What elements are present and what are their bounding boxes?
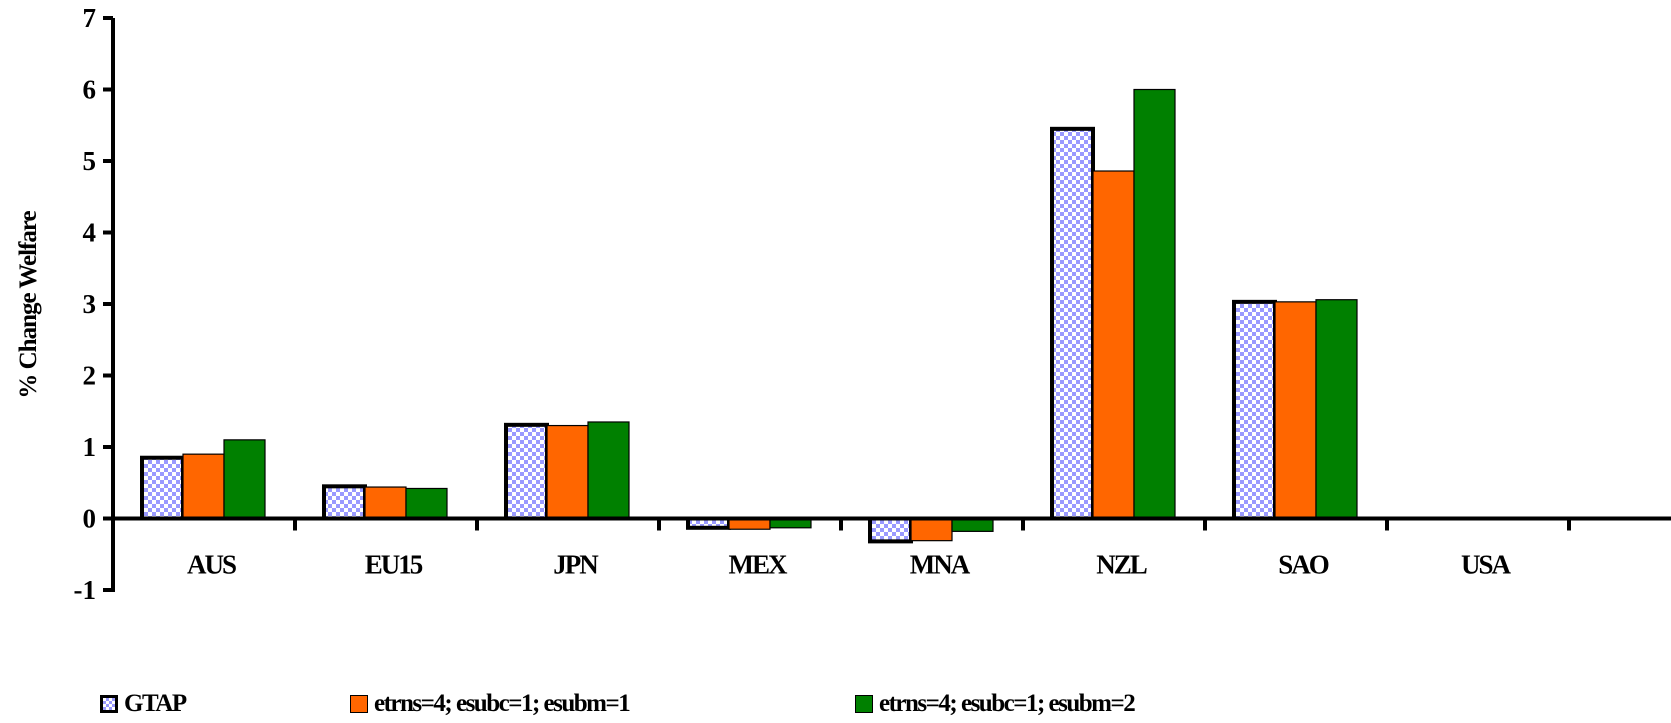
y-tick-label: 3: [83, 289, 97, 319]
bar-jpn-series-2: [546, 424, 589, 520]
legend-swatch-gtap: [100, 695, 118, 713]
x-tick-label-jpn: JPN: [553, 550, 599, 580]
bars-layer: [140, 88, 1358, 544]
legend-item-esubm1: etrns=4; esubc=1; esubm=1: [350, 690, 631, 718]
bar-nzl-series-2: [1092, 170, 1135, 520]
bar-sao-series-1: [1232, 299, 1277, 521]
x-tick-label-sao: SAO: [1278, 550, 1329, 580]
bar-eu15-series-1: [322, 484, 367, 521]
legend-label-esubm1: etrns=4; esubc=1; esubm=1: [374, 690, 631, 717]
legend-label-gtap: GTAP: [124, 690, 187, 717]
x-tick-label-usa: USA: [1461, 550, 1512, 580]
y-tick-label: -1: [74, 575, 97, 605]
y-axis-title: % Change Welfare: [15, 210, 42, 398]
legend: GTAP etrns=4; esubc=1; esubm=1 etrns=4; …: [100, 690, 1600, 720]
y-tick-label: 0: [83, 504, 97, 534]
x-tick-label-mex: MEX: [729, 550, 788, 580]
bar-eu15-series-3: [405, 487, 448, 520]
bar-jpn-series-3: [587, 421, 630, 520]
bar-nzl-series-3: [1133, 88, 1176, 520]
x-ticks: AUS EU15 JPN MEX MNA NZL SAO USA: [187, 518, 1571, 580]
legend-item-gtap: GTAP: [100, 690, 187, 718]
x-tick-label-mna: MNA: [910, 550, 971, 580]
bar-aus-series-3: [223, 439, 266, 520]
legend-swatch-esubm2: [855, 695, 873, 713]
y-tick-label: 2: [83, 361, 97, 391]
bar-sao-series-2: [1274, 301, 1317, 520]
y-ticks: -1 0 1 2 3 4 5 6 7: [74, 3, 113, 605]
legend-label-esubm2: etrns=4; esubc=1; esubm=2: [879, 690, 1136, 717]
x-tick-label-nzl: NZL: [1096, 550, 1147, 580]
y-tick-label: 4: [83, 218, 97, 248]
bar-mna-series-1: [868, 516, 913, 544]
y-tick-label: 1: [83, 432, 97, 462]
bar-mna-series-2: [910, 517, 953, 542]
bar-jpn-series-1: [504, 422, 549, 521]
x-tick-label-aus: AUS: [187, 550, 236, 580]
bar-aus-series-1: [140, 455, 185, 521]
legend-swatch-esubm1: [350, 695, 368, 713]
y-tick-label: 6: [83, 75, 97, 105]
y-tick-label: 7: [83, 3, 97, 33]
y-tick-label: 5: [83, 146, 97, 176]
bar-aus-series-2: [182, 453, 225, 520]
bar-chart: -1 0 1 2 3 4 5 6 7 AUS EU15 JPN MEX MNA NZL SAO USA % C…: [15, 3, 1671, 605]
x-tick-label-eu15: EU15: [365, 550, 423, 580]
bar-nzl-series-1: [1050, 126, 1095, 521]
bar-sao-series-3: [1315, 299, 1358, 520]
legend-item-esubm2: etrns=4; esubc=1; esubm=2: [855, 690, 1136, 718]
bar-eu15-series-2: [364, 486, 407, 520]
